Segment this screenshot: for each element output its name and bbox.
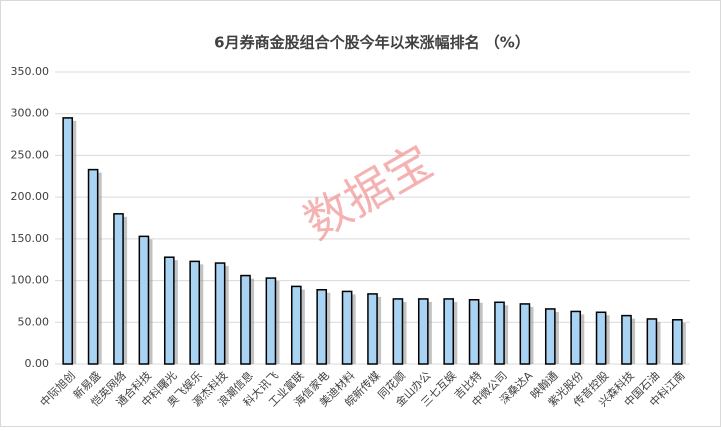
y-tick-label: 300.00 bbox=[11, 107, 50, 120]
y-tick-label: 0.00 bbox=[25, 357, 50, 370]
bar bbox=[367, 293, 378, 365]
bar bbox=[392, 298, 404, 365]
bar bbox=[646, 318, 658, 365]
y-tick-label: 150.00 bbox=[11, 232, 50, 245]
bar bbox=[265, 277, 277, 365]
y-tick-label: 250.00 bbox=[11, 148, 50, 161]
bar bbox=[671, 319, 683, 365]
bar bbox=[214, 262, 226, 365]
bar bbox=[341, 290, 353, 365]
bar bbox=[417, 298, 429, 365]
y-tick-label: 200.00 bbox=[11, 190, 50, 203]
bar bbox=[240, 274, 251, 365]
bar bbox=[189, 260, 201, 365]
bar bbox=[544, 308, 556, 365]
bar bbox=[443, 298, 455, 365]
bar bbox=[87, 168, 99, 365]
bar bbox=[595, 311, 607, 365]
bar bbox=[138, 235, 150, 365]
bar bbox=[62, 117, 74, 365]
bar bbox=[468, 299, 480, 365]
bar bbox=[113, 213, 124, 365]
bar bbox=[570, 310, 582, 365]
chart-title: 6月券商金股组合个股今年以来涨幅排名 （%） bbox=[214, 34, 530, 52]
bar bbox=[621, 314, 632, 365]
y-tick-label: 50.00 bbox=[18, 315, 50, 328]
bar bbox=[163, 256, 175, 365]
y-tick-label: 350.00 bbox=[11, 65, 50, 78]
bar bbox=[316, 288, 328, 365]
y-tick-label: 100.00 bbox=[11, 274, 50, 287]
bar bbox=[494, 301, 505, 365]
bar bbox=[519, 303, 531, 365]
bar bbox=[290, 285, 302, 365]
